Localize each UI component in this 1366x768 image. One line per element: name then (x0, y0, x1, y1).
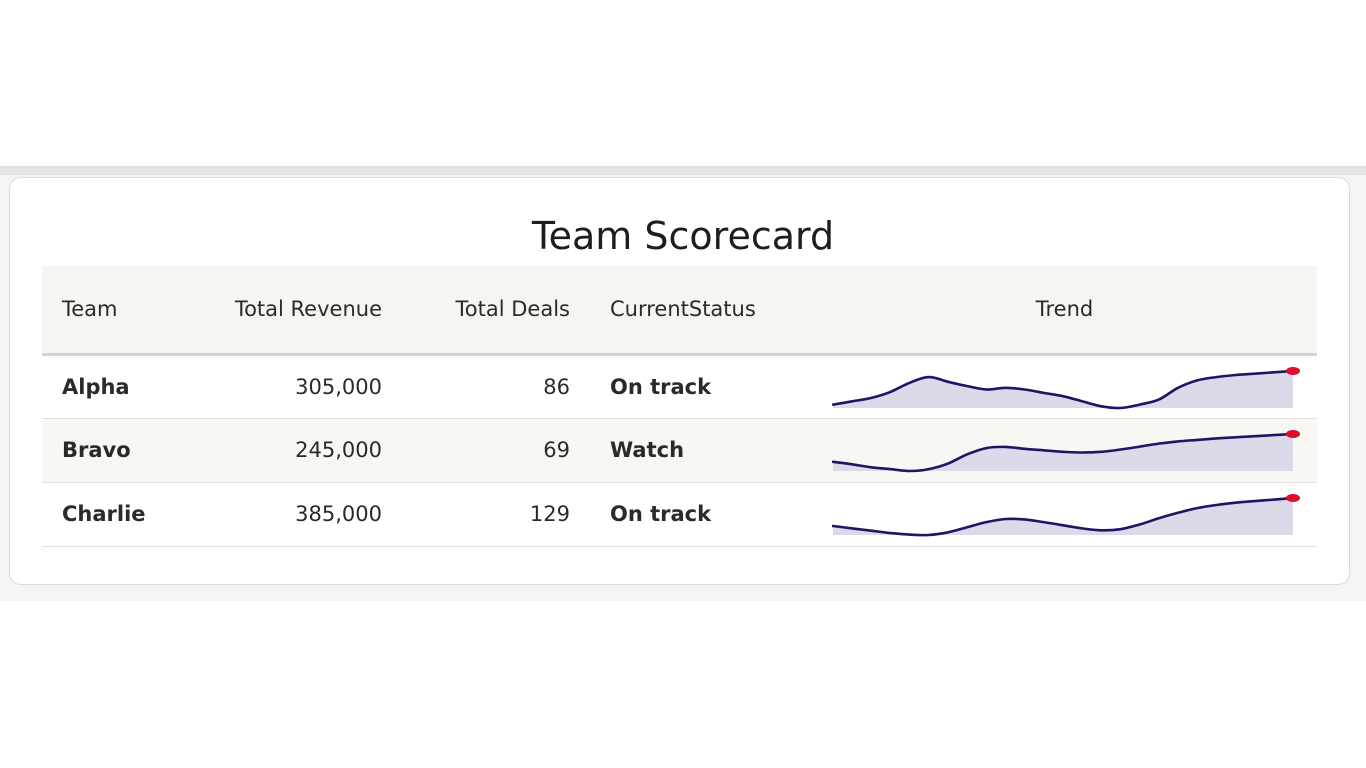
status-cell: On track (590, 482, 812, 547)
team-name-cell: Charlie (42, 482, 207, 547)
total-deals-cell: 86 (402, 354, 590, 419)
column-header-team[interactable]: Team (42, 266, 207, 356)
column-header-total-revenue[interactable]: Total Revenue (207, 266, 402, 356)
table-row: Alpha 305,000 86 On track (42, 354, 1317, 419)
trend-sparkline (832, 430, 1300, 473)
table-row: Bravo 245,000 69 Watch (42, 418, 1317, 483)
table-header-row: Team Total Revenue Total Deals CurrentSt… (42, 266, 1317, 356)
team-name-cell: Alpha (42, 354, 207, 419)
trend-line (832, 432, 1295, 473)
total-revenue-cell: 245,000 (207, 418, 402, 483)
total-revenue-cell: 305,000 (207, 354, 402, 419)
trend-endpoint-marker (1286, 366, 1300, 375)
status-cell: Watch (590, 418, 812, 483)
total-deals-cell: 129 (402, 482, 590, 547)
trend-line (832, 369, 1295, 409)
trend-line (832, 496, 1295, 537)
trend-sparkline (832, 494, 1300, 537)
column-header-total-deals[interactable]: Total Deals (402, 266, 590, 356)
trend-sparkline (832, 366, 1300, 409)
column-header-trend[interactable]: Trend (812, 266, 1317, 356)
column-header-current-status[interactable]: CurrentStatus (590, 266, 812, 356)
trend-area (833, 498, 1293, 536)
trend-cell (812, 418, 1317, 483)
table-row: Charlie 385,000 129 On track (42, 482, 1317, 547)
trend-endpoint-marker (1286, 494, 1300, 502)
scorecard-table: Team Total Revenue Total Deals CurrentSt… (42, 266, 1317, 547)
status-cell: On track (590, 354, 812, 419)
total-revenue-cell: 385,000 (207, 482, 402, 547)
trend-area (833, 370, 1293, 408)
total-deals-cell: 69 (402, 418, 590, 483)
trend-cell (812, 482, 1317, 547)
trend-cell (812, 354, 1317, 419)
page-title: Team Scorecard (531, 214, 835, 258)
trend-endpoint-marker (1286, 430, 1300, 438)
team-name-cell: Bravo (42, 418, 207, 483)
